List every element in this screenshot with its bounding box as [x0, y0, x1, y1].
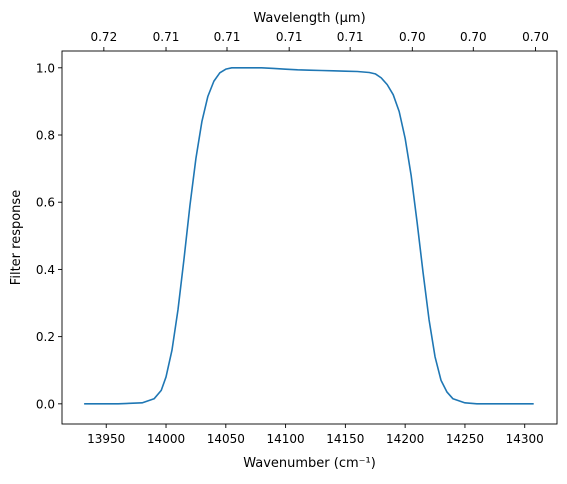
x-tick-label: 14100 — [266, 432, 304, 446]
y-tick-label: 1.0 — [36, 61, 55, 75]
top-tick-label: 0.70 — [522, 30, 549, 44]
x-tick-label: 14200 — [386, 432, 424, 446]
y-tick-label: 0.0 — [36, 397, 55, 411]
x-axis-label: Wavenumber (cm⁻¹) — [243, 456, 376, 471]
x-tick-label: 14050 — [207, 432, 245, 446]
top-tick-label: 0.71 — [337, 30, 364, 44]
top-tick-label: 0.72 — [90, 30, 117, 44]
top-tick-label: 0.71 — [214, 30, 241, 44]
top-tick-label: 0.70 — [399, 30, 426, 44]
y-tick-label: 0.4 — [36, 263, 55, 277]
y-axis-label: Filter response — [9, 190, 24, 285]
bottom-x-axis: 13950 14000 14050 14100 14150 14200 14250 14300 — [87, 424, 544, 446]
plot-frame — [61, 50, 558, 425]
filter-response-line — [83, 67, 534, 405]
x-tick-label: 14000 — [147, 432, 185, 446]
top-x-axis-label: Wavelength (μm) — [253, 11, 365, 26]
top-tick-label: 0.70 — [460, 30, 487, 44]
y-tick-label: 0.6 — [36, 196, 55, 210]
x-tick-label: 13950 — [87, 432, 125, 446]
y-tick-label: 0.8 — [36, 129, 55, 143]
y-tick-label: 0.2 — [36, 330, 55, 344]
x-tick-label: 14250 — [446, 432, 484, 446]
x-tick-label: 14150 — [326, 432, 364, 446]
top-tick-label: 0.71 — [276, 30, 303, 44]
y-axis: 0.0 0.2 0.4 0.6 0.8 1.0 — [36, 61, 62, 411]
x-tick-label: 14300 — [506, 432, 544, 446]
top-x-axis: 0.72 0.71 0.71 0.71 0.71 0.70 0.70 0.70 — [90, 30, 549, 51]
top-tick-label: 0.71 — [153, 30, 180, 44]
